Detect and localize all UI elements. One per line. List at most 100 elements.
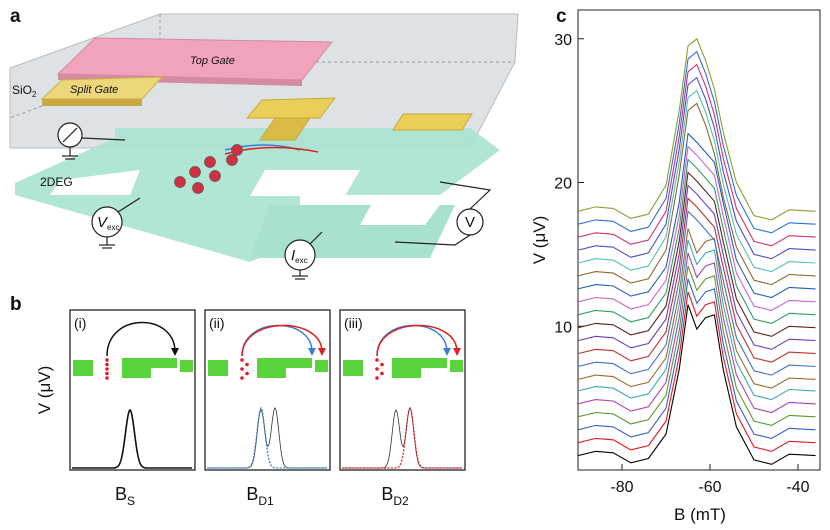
- gate-bar: [257, 358, 312, 378]
- y-tick-label: 30: [554, 32, 572, 49]
- label-main: B: [381, 484, 393, 504]
- arrowhead: [318, 348, 326, 356]
- peak: [207, 406, 327, 469]
- channel-label: 2DEG: [40, 175, 73, 189]
- electron: [240, 358, 244, 362]
- gate-bar: [208, 360, 228, 376]
- panel-c: c B (mT) V (μV) 10 20 30 -80 -60 -40: [530, 6, 821, 524]
- label-sub: S: [127, 494, 135, 508]
- top-gate-side: [58, 74, 302, 86]
- gate-bar: [73, 360, 93, 376]
- top-gate-label: Top Gate: [190, 55, 235, 67]
- curve: [577, 265, 816, 426]
- sub-panel: (iii) BD2: [339, 309, 466, 508]
- vexc-main: V: [97, 214, 109, 231]
- sub-panel-frame: [204, 309, 331, 471]
- arrowhead: [443, 348, 451, 356]
- curve: [577, 210, 816, 376]
- curve: [577, 228, 816, 389]
- curve: [577, 197, 816, 363]
- arrowhead: [171, 348, 179, 356]
- electrons: [174, 144, 243, 194]
- curve: [577, 304, 816, 465]
- sub-panel-tag: (ii): [209, 315, 225, 331]
- etched-region: [50, 170, 140, 195]
- gate-bar: [450, 360, 463, 372]
- electron: [240, 376, 244, 380]
- electron: [240, 367, 244, 371]
- gate-t: [245, 97, 337, 119]
- curve: [577, 145, 816, 311]
- plot-frame: [577, 9, 821, 471]
- label-sub: D1: [258, 494, 274, 508]
- trajectory: [241, 324, 323, 357]
- peak: [72, 408, 192, 469]
- gate-bar: [122, 358, 177, 378]
- curve: [577, 63, 816, 247]
- curve: [577, 252, 816, 414]
- curve: [577, 239, 816, 401]
- curve: [577, 50, 816, 234]
- peak: [342, 406, 462, 469]
- label-sub: D2: [393, 494, 409, 508]
- y-axis-label: V (μV): [35, 366, 54, 415]
- y-tick-label: 10: [554, 319, 572, 336]
- sub-panel: (i) BS: [69, 309, 196, 508]
- electron: [375, 367, 379, 371]
- gate-bar: [392, 358, 447, 378]
- electron: [375, 376, 379, 380]
- y-axis-label: V (μV): [530, 216, 549, 265]
- iexc-main: I: [291, 247, 295, 264]
- curve: [577, 278, 816, 439]
- split-gate-side: [42, 99, 142, 106]
- voltmeter-label: V: [465, 214, 475, 231]
- gate-t-stem: [259, 117, 311, 141]
- electron: [375, 358, 379, 362]
- circuit: [57, 122, 492, 280]
- arrowhead: [308, 348, 316, 356]
- curve: [577, 291, 816, 452]
- iexc-sub: exc: [295, 256, 307, 265]
- device-schematic: a Top Gate Split Gate SiO2 2DEG Vexc Iex…: [9, 6, 519, 280]
- sub-panel-x-label: BD1: [246, 484, 274, 508]
- curve: [577, 89, 816, 273]
- x-tick-label: -40: [786, 479, 809, 496]
- etched-region: [360, 198, 445, 225]
- curve: [577, 102, 816, 286]
- electron: [380, 362, 384, 367]
- electron: [105, 362, 109, 367]
- trajectory: [376, 324, 458, 357]
- curve: [577, 132, 816, 299]
- arrowhead: [453, 348, 461, 356]
- oxide-label: SiO2: [12, 83, 37, 99]
- curve: [577, 171, 816, 337]
- etched-region: [250, 170, 360, 196]
- gate-bar: [343, 360, 363, 376]
- label-main: B: [246, 484, 258, 504]
- electron: [245, 371, 249, 376]
- x-tick-label: -60: [698, 479, 721, 496]
- x-axis-label: B (mT): [674, 505, 726, 524]
- sub-panel-x-label: BD2: [381, 484, 409, 508]
- electron: [105, 367, 109, 371]
- panel-label: b: [10, 294, 22, 315]
- trajectory: [106, 321, 176, 357]
- sub-panel: (ii) BD1: [204, 309, 331, 508]
- gate-bar: [315, 360, 328, 372]
- electron: [380, 371, 384, 376]
- panel-label: c: [556, 6, 567, 27]
- sub-panel-x-label: BS: [115, 484, 135, 508]
- vexc-sub: exc: [107, 223, 119, 232]
- gate-bar: [180, 360, 193, 372]
- split-gate-label: Split Gate: [70, 84, 118, 96]
- sub-panel-frame: [69, 309, 196, 471]
- y-tick-label: 20: [554, 176, 572, 193]
- electron: [245, 362, 249, 367]
- panel-label: a: [10, 6, 21, 27]
- peak: [342, 406, 462, 469]
- sub-panel-tag: (i): [74, 315, 86, 331]
- oxide-main: SiO: [12, 83, 32, 97]
- x-tick-label: -80: [610, 479, 633, 496]
